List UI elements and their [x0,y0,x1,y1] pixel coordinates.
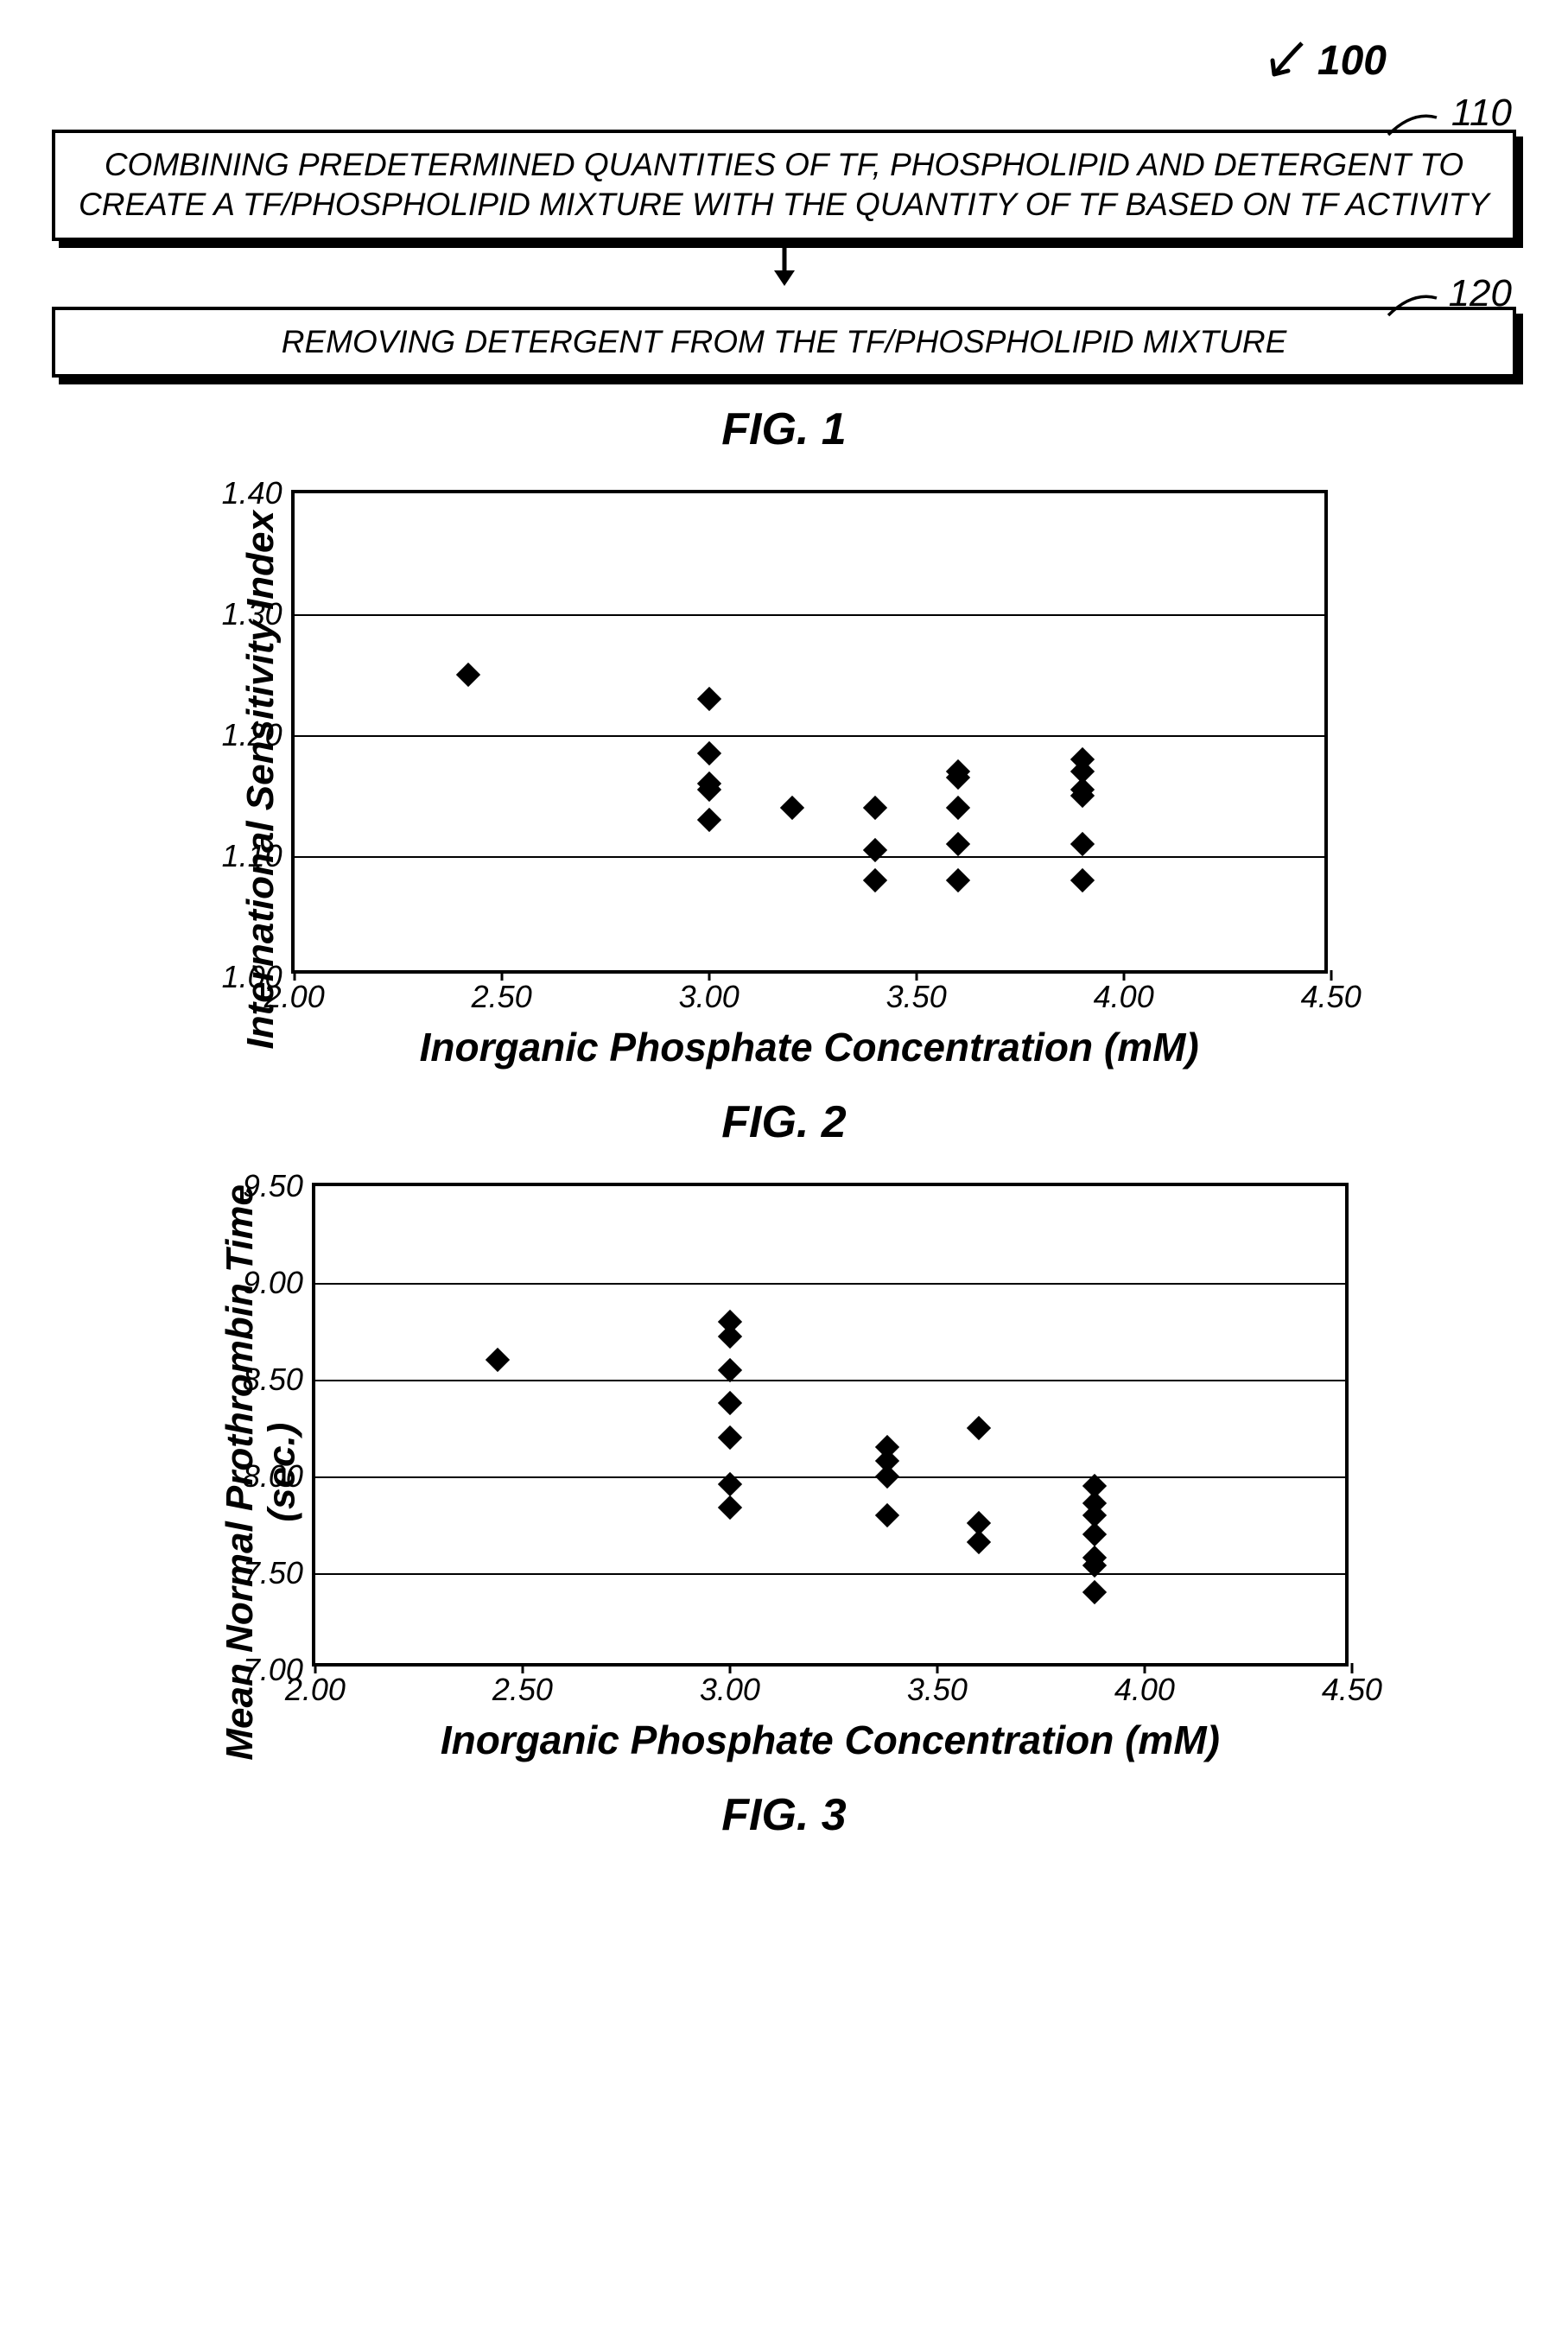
fig2-xlabel: Inorganic Phosphate Concentration (mM) [420,1024,1199,1070]
ref-100-annotation: 100 [52,35,1516,104]
data-point [967,1530,991,1554]
xtick-label: 4.50 [1301,970,1362,1015]
xtick-label: 2.50 [492,1663,553,1708]
fig2-plot-outer: 1.001.101.201.301.402.002.503.003.504.00… [291,490,1328,974]
data-point [697,808,721,832]
xtick-label: 4.00 [1114,1663,1175,1708]
ref-curve-icon [1387,289,1438,319]
ytick-label: 9.50 [243,1168,315,1204]
data-point [718,1425,742,1450]
data-point [875,1502,899,1527]
data-point [718,1390,742,1414]
xtick-label: 2.50 [472,970,532,1015]
data-point [863,796,887,820]
data-point [1070,832,1095,856]
xtick-label: 4.50 [1322,1663,1382,1708]
flow-step-2: REMOVING DETERGENT FROM THE TF/PHOSPHOLI… [52,307,1516,378]
gridline [295,614,1324,616]
ytick-label: 1.20 [222,717,295,753]
gridline [315,1573,1345,1575]
flow-arrow [52,241,1516,284]
data-point [946,868,970,892]
down-arrow-icon [767,239,802,288]
xtick-label: 2.00 [264,970,325,1015]
data-point [718,1324,742,1349]
gridline [315,1476,1345,1478]
xtick-label: 3.50 [907,1663,968,1708]
fig2-chart: International Sensitivity Index 1.001.10… [52,490,1516,1070]
fig2-caption: FIG. 2 [52,1096,1516,1148]
ref-110-annotation: 110 [52,104,1516,130]
xtick-label: 3.50 [886,970,947,1015]
gridline [295,856,1324,858]
data-point [718,1495,742,1519]
data-point [780,796,804,820]
data-point [1082,1580,1107,1604]
flowchart-figure: 100 110 COMBINING PREDETERMINED QUANTITI… [52,35,1516,455]
ref-100-label: 100 [1317,37,1387,85]
data-point [875,1464,899,1489]
fig2-plot-area: 1.001.101.201.301.402.002.503.003.504.00… [291,490,1328,974]
data-point [1070,868,1095,892]
fig3-plot-area: 7.007.508.008.509.009.502.002.503.003.50… [312,1183,1349,1667]
xtick-label: 3.00 [679,970,740,1015]
fig3-caption: FIG. 3 [52,1789,1516,1841]
xtick-label: 3.00 [700,1663,760,1708]
ref-120-label: 120 [1449,272,1512,315]
data-point [863,838,887,862]
data-point [718,1357,742,1381]
ref-110-label: 110 [1451,92,1512,135]
xtick-label: 4.00 [1094,970,1154,1015]
ytick-label: 1.30 [222,596,295,632]
ref-120-annotation: 120 [52,284,1516,307]
xtick-label: 2.00 [285,1663,346,1708]
ytick-label: 8.50 [243,1362,315,1398]
data-point [697,741,721,765]
ytick-label: 7.50 [243,1555,315,1591]
data-point [697,687,721,711]
gridline [315,1283,1345,1285]
ytick-label: 8.00 [243,1458,315,1495]
fig1-caption: FIG. 1 [52,403,1516,455]
data-point [946,832,970,856]
data-point [1082,1522,1107,1546]
ytick-label: 9.00 [243,1265,315,1301]
fig3-xlabel: Inorganic Phosphate Concentration (mM) [441,1717,1220,1763]
data-point [967,1416,991,1440]
ytick-label: 1.40 [222,475,295,511]
data-point [456,663,480,687]
data-point [863,868,887,892]
ref-arrow-icon [1259,35,1311,86]
data-point [486,1348,510,1372]
ytick-label: 1.10 [222,838,295,874]
ref-curve-icon [1387,109,1438,138]
gridline [295,735,1324,737]
data-point [946,796,970,820]
gridline [315,1380,1345,1381]
flow-step-1: COMBINING PREDETERMINED QUANTITIES OF TF… [52,130,1516,241]
fig3-plot-outer: 7.007.508.008.509.009.502.002.503.003.50… [312,1183,1349,1667]
fig3-chart: Mean Normal Prothrombin Time(sec.) 7.007… [52,1183,1516,1763]
